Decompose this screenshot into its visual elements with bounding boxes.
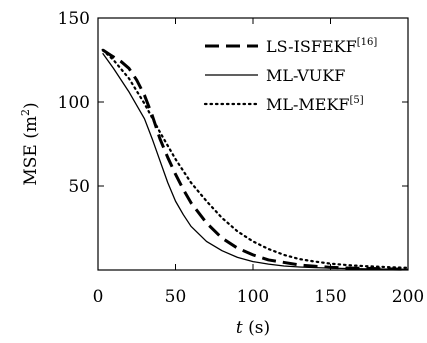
axis-ticks: 0 50 100 150 200 50 100 150 [58, 9, 425, 307]
y-axis-label: MSE (m2) [19, 102, 41, 185]
x-tick-label: 100 [237, 287, 269, 307]
y-tick-label: 50 [68, 177, 90, 197]
x-tick-label: 200 [392, 287, 424, 307]
legend-reference: [5] [350, 95, 364, 106]
legend-label: ML-VUKF [266, 66, 345, 85]
x-tick-label: 150 [314, 287, 346, 307]
y-tick-label: 100 [58, 93, 90, 113]
series-line-ls-isfekf [101, 48, 409, 271]
x-tick-label: 50 [165, 287, 187, 307]
plot-frame [97, 17, 409, 271]
legend: LS-ISFEKF[16] ML-VUKF ML-MEKF[5] [203, 37, 377, 114]
plot-axes [97, 17, 409, 271]
legend-label: LS-ISFEKF[16] [266, 37, 377, 56]
series-line-ml-mekf [101, 48, 410, 269]
legend-reference: [16] [357, 37, 378, 48]
x-tick-label: 0 [93, 287, 104, 307]
y-tick-label: 150 [58, 9, 90, 29]
x-axis-label: t (s) [236, 318, 270, 338]
series-layer [101, 48, 410, 271]
legend-label: ML-MEKF[5] [266, 95, 364, 114]
series-line-ml-vukf [102, 52, 409, 270]
